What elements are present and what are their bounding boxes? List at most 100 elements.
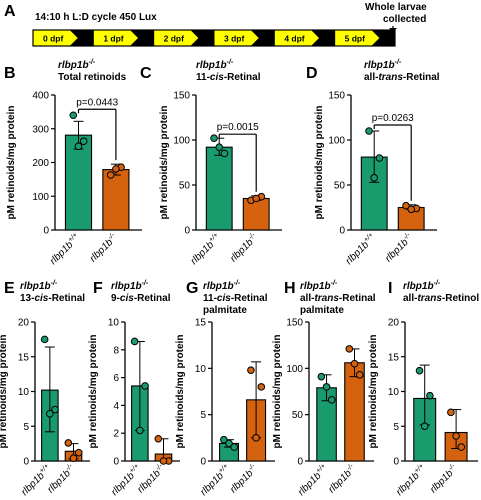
panel-letter: I [388,280,392,297]
data-point [46,409,54,418]
subtitle-italic: trans [378,72,403,83]
panel-subtitle: 9-cis-Retinal [111,293,171,304]
title-genotype: rlbp1b [300,281,331,292]
x-tick-superscript: -/- [247,231,257,241]
title-superscript: -/- [234,280,241,287]
day-label: 0 dpf [43,34,63,44]
title-superscript: -/- [142,280,149,287]
x-tick-superscript: -/- [107,231,117,241]
y-tick-label: 0 [184,226,190,237]
subtitle-italic: cis [217,293,231,304]
panel-subtitle: all-trans-Retinal [364,72,440,83]
timeline: 0 dpf 1 dpf 2 dpf 3 dpf 4 dpf 5 dpf [32,26,397,47]
y-tick-label: 15 [18,352,30,363]
y-axis-label: pM retinoids/mg protein [0,335,9,449]
data-point [215,143,224,151]
y-tick-label: 150 [286,318,303,329]
title-genotype: rlbp1b [203,281,234,292]
x-tick-label: rlbp1b+/+ [394,463,429,498]
data-point [407,205,416,214]
panel-subtitle: Total retinoids [58,72,127,83]
subtitle-prefix: 13- [20,293,34,304]
y-tick-label: 5 [23,422,29,433]
y-tick-label: 10 [18,387,30,398]
title-superscript: -/- [51,280,58,287]
y-tick-label: 100 [286,364,303,375]
y-tick-label: 0 [43,226,49,237]
data-point [426,391,434,400]
y-axis-label: pM retinoids/mg protein [314,106,325,220]
title-superscript: -/- [434,280,441,287]
x-tick-superscript: +/+ [363,232,375,244]
y-tick-label: 50 [334,181,346,192]
data-point [415,366,424,375]
x-tick-superscript: -/- [402,231,412,241]
data-point [79,137,88,146]
protocol-label: 14:10 h L:D cycle 450 Lux [35,12,157,23]
subtitle-prefix: all- [300,293,314,304]
x-tick-label: rlbp1b-/- [382,231,415,264]
y-tick-label: 20 [18,318,30,329]
y-tick-label: 15 [195,318,207,329]
subtitle-suffix: -Retinal [231,293,268,304]
panel-title: rlbp1b-/- [58,59,96,71]
y-tick-label: 0 [200,457,206,468]
data-point [220,435,228,444]
panel-letter: H [284,280,296,297]
x-tick-label: rlbp1b-/- [326,462,359,495]
data-point [74,448,83,457]
subtitle-italic: trans [314,293,339,304]
x-tick-label: rlbp1b-/- [87,231,120,264]
y-tick-label: 6 [113,373,119,384]
data-point [210,134,218,142]
subtitle-suffix: -Retinol [442,293,479,304]
data-point [257,383,266,391]
panel-subtitle: all-trans-Retinal [300,293,376,304]
panel-subtitle: 11-cis-Retinal [203,293,268,304]
x-tick-superscript: +/+ [208,232,220,244]
y-tick-label: 10 [195,364,207,375]
x-tick-label: rlbp1b+/+ [295,463,330,498]
data-point [159,457,168,465]
data-point [154,434,163,443]
y-tick-label: 0 [339,226,345,237]
x-tick-label: rlbp1b-/- [227,231,260,264]
title-genotype: rlbp1b [111,281,142,292]
y-axis-label: pM retinoids/mg protein [6,106,17,220]
data-point [112,165,120,173]
title-superscript: -/- [227,59,234,66]
data-point [402,201,410,210]
y-tick-label: 15 [388,352,400,363]
data-point [447,408,455,417]
data-point [420,422,429,431]
panel-subtitle-2: palmitate [203,305,247,316]
x-tick-superscript: +/+ [217,463,229,475]
x-tick-label: rlbp1b-/- [227,462,260,495]
y-axis-label: pM retinoids/mg protein [159,106,170,220]
y-tick-label: 0 [393,457,399,468]
panel-subtitle-2: palmitate [300,305,344,316]
x-tick-superscript: -/- [154,462,164,472]
subtitle-text: Total retinoids [58,72,127,83]
subtitle-prefix: 11- [196,72,210,83]
bar-ko [102,169,130,231]
x-tick-superscript: -/- [247,462,257,472]
panel-subtitle: all-trans-Retinol [403,293,479,304]
p-value-label: p=0.0015 [217,122,259,133]
x-tick-superscript: -/- [345,462,355,472]
title-superscript: -/- [89,59,96,66]
data-point [130,337,139,346]
x-tick-superscript: +/+ [38,463,50,475]
subtitle-suffix: -Retinal [403,72,440,83]
subtitle-prefix: 9- [111,293,120,304]
data-point [350,359,359,368]
title-genotype: rlbp1b [58,60,89,71]
day-label: 3 dpf [224,34,244,44]
